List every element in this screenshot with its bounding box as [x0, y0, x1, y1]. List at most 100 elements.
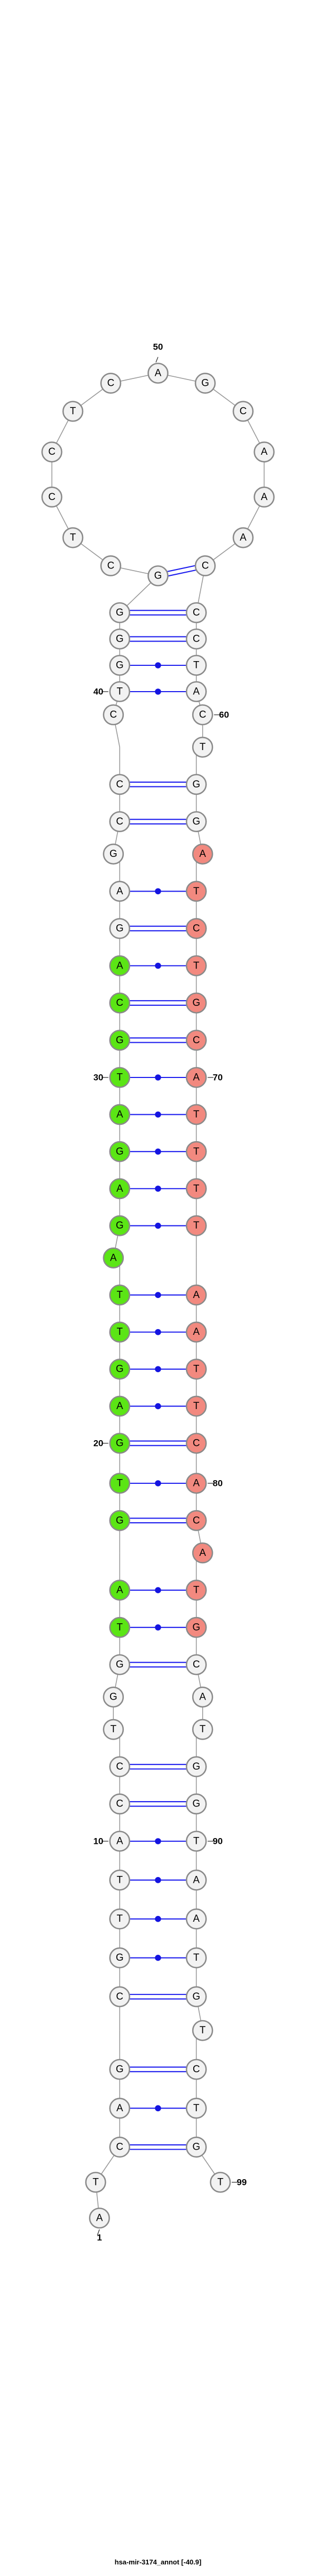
svg-text:A: A	[116, 960, 123, 971]
svg-text:A: A	[199, 848, 206, 860]
svg-text:T: T	[193, 1585, 200, 1596]
svg-text:G: G	[116, 923, 124, 934]
svg-text:G: G	[154, 571, 162, 582]
svg-text:G: G	[116, 1515, 124, 1526]
svg-text:T: T	[116, 1874, 123, 1885]
svg-text:A: A	[193, 1072, 200, 1083]
svg-text:T: T	[193, 1220, 200, 1231]
svg-text:G: G	[192, 1991, 200, 2002]
svg-text:G: G	[192, 779, 200, 790]
svg-text:G: G	[116, 1438, 124, 1449]
svg-text:C: C	[116, 779, 123, 790]
svg-text:G: G	[116, 1146, 124, 1157]
svg-text:T: T	[116, 1290, 123, 1301]
svg-text:C: C	[193, 1438, 200, 1449]
svg-text:T: T	[193, 1183, 200, 1194]
svg-text:T: T	[193, 2103, 200, 2114]
svg-text:G: G	[116, 1035, 124, 1046]
svg-text:T: T	[116, 1622, 123, 1633]
svg-text:C: C	[48, 446, 56, 457]
svg-text:T: T	[200, 2025, 206, 2036]
svg-text:T: T	[116, 1072, 123, 1083]
svg-text:A: A	[199, 1547, 206, 1559]
svg-text:G: G	[192, 1622, 200, 1633]
svg-text:G: G	[192, 2142, 200, 2153]
svg-text:G: G	[116, 1952, 124, 1963]
svg-text:C: C	[116, 1761, 123, 1772]
svg-text:G: G	[110, 1692, 117, 1703]
svg-text:A: A	[155, 368, 162, 379]
svg-text:A: A	[199, 1692, 206, 1703]
svg-text:A: A	[240, 532, 246, 543]
svg-text:C: C	[48, 492, 56, 503]
svg-text:A: A	[261, 492, 268, 503]
svg-text:T: T	[116, 1478, 123, 1489]
svg-text:T: T	[70, 406, 76, 417]
svg-text:T: T	[218, 2177, 224, 2188]
svg-text:C: C	[240, 406, 247, 417]
svg-text:C: C	[116, 1799, 123, 1810]
svg-text:C: C	[116, 997, 123, 1009]
svg-text:A: A	[261, 446, 268, 457]
svg-text:T: T	[193, 960, 200, 971]
svg-text:T: T	[193, 1364, 200, 1375]
svg-text:G: G	[116, 660, 124, 671]
svg-text:C: C	[202, 560, 209, 571]
svg-text:G: G	[192, 1799, 200, 1810]
svg-text:C: C	[116, 1991, 123, 2002]
svg-text:T: T	[200, 742, 206, 753]
svg-text:A: A	[116, 1109, 123, 1120]
svg-text:G: G	[116, 1659, 124, 1670]
svg-text:A: A	[116, 886, 123, 897]
svg-text:T: T	[193, 1146, 200, 1157]
svg-text:A: A	[116, 1836, 123, 1847]
svg-text:C: C	[116, 816, 123, 827]
svg-text:hsa-mir-3174_annot [-40.9]: hsa-mir-3174_annot [-40.9]	[115, 2558, 202, 2566]
svg-text:30: 30	[93, 1073, 103, 1083]
svg-text:C: C	[107, 378, 114, 389]
svg-text:T: T	[116, 1913, 123, 1924]
svg-text:T: T	[110, 1724, 116, 1735]
svg-text:T: T	[193, 1836, 200, 1847]
svg-text:A: A	[116, 1183, 123, 1194]
svg-text:A: A	[96, 2213, 103, 2224]
svg-text:10: 10	[93, 1836, 103, 1846]
svg-text:90: 90	[213, 1836, 223, 1846]
svg-text:A: A	[116, 1585, 123, 1596]
svg-text:A: A	[193, 686, 200, 697]
svg-text:C: C	[193, 607, 200, 618]
svg-text:T: T	[193, 886, 200, 897]
svg-text:40: 40	[93, 687, 103, 697]
svg-text:G: G	[192, 997, 200, 1009]
svg-text:T: T	[116, 1326, 123, 1337]
svg-text:T: T	[93, 2177, 99, 2188]
svg-text:G: G	[116, 1364, 124, 1375]
svg-text:G: G	[110, 848, 117, 860]
svg-text:T: T	[193, 1401, 200, 1412]
svg-text:C: C	[193, 634, 200, 645]
svg-text:50: 50	[153, 342, 163, 352]
svg-text:C: C	[193, 923, 200, 934]
svg-text:T: T	[193, 1952, 200, 1963]
svg-text:G: G	[116, 607, 124, 618]
svg-text:T: T	[116, 686, 123, 697]
svg-text:70: 70	[213, 1073, 223, 1083]
svg-text:T: T	[193, 660, 200, 671]
svg-text:C: C	[193, 1659, 200, 1670]
svg-text:C: C	[199, 710, 206, 721]
svg-text:C: C	[193, 1035, 200, 1046]
svg-text:G: G	[192, 1761, 200, 1772]
svg-text:A: A	[116, 2103, 123, 2114]
svg-text:C: C	[116, 2142, 123, 2153]
svg-text:99: 99	[237, 2178, 247, 2188]
svg-text:G: G	[116, 634, 124, 645]
svg-text:A: A	[193, 1874, 200, 1885]
svg-text:60: 60	[219, 710, 229, 720]
svg-text:G: G	[116, 2064, 124, 2075]
svg-text:G: G	[192, 816, 200, 827]
svg-text:A: A	[110, 1252, 117, 1263]
svg-text:T: T	[193, 1109, 200, 1120]
svg-text:T: T	[70, 532, 76, 543]
svg-text:80: 80	[213, 1479, 223, 1489]
svg-text:C: C	[107, 560, 114, 571]
